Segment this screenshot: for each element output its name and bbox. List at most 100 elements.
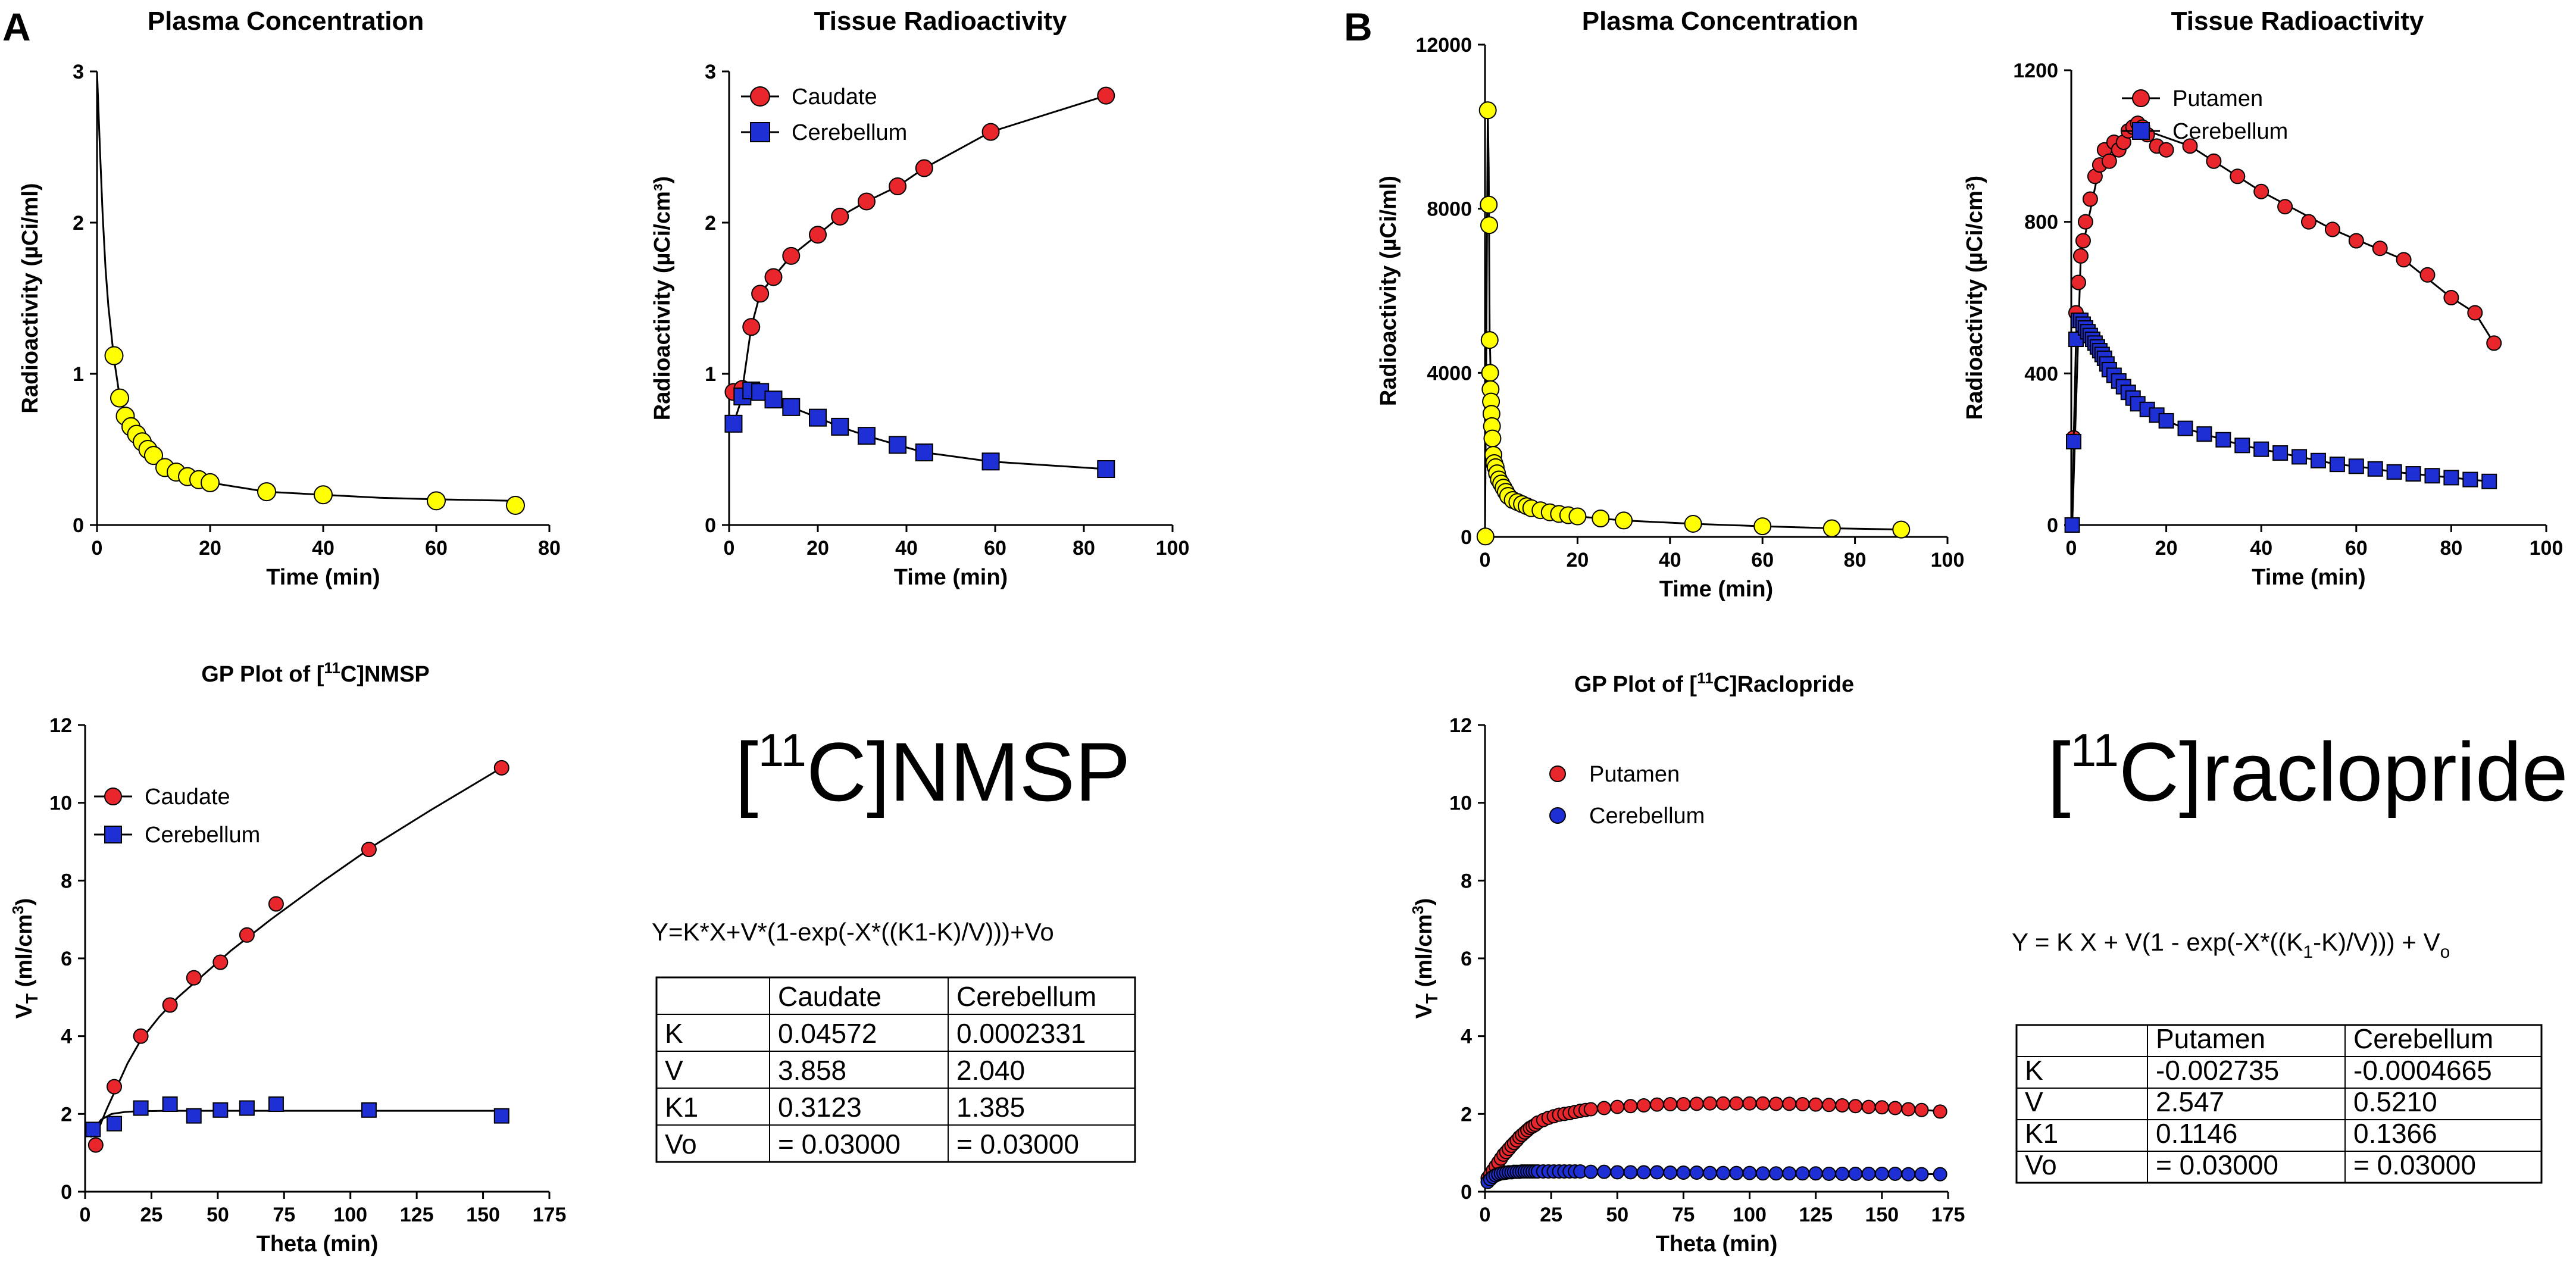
data-point <box>1480 331 1499 349</box>
data-point <box>2065 433 2081 449</box>
y-axis-label: VT (ml/cm3) <box>9 898 41 1019</box>
data-point <box>1649 1097 1664 1112</box>
x-tick-label: 0 <box>1480 549 1491 571</box>
data-point <box>1663 1097 1678 1111</box>
y-tick-label: 12 <box>1449 714 1472 737</box>
series-line <box>89 767 502 1138</box>
data-point <box>1795 1097 1810 1111</box>
data-point <box>1822 519 1841 538</box>
x-tick-label: 100 <box>1733 1204 1767 1226</box>
data-point <box>1483 429 1502 448</box>
x-tick-label: 0 <box>2066 537 2077 560</box>
y-tick-label: 0 <box>2047 514 2058 537</box>
data-point <box>1623 1099 1638 1114</box>
data-point <box>1914 1167 1929 1182</box>
data-point <box>2064 517 2080 533</box>
data-point <box>1597 1101 1612 1115</box>
data-point <box>1676 1165 1691 1180</box>
x-tick-label: 150 <box>1865 1204 1899 1226</box>
legend: Caudate Cerebellum <box>94 785 260 848</box>
data-point <box>2230 168 2246 185</box>
data-point <box>2234 438 2250 454</box>
data-point <box>1755 1166 1770 1181</box>
data-point <box>186 1108 202 1124</box>
data-point <box>314 485 333 505</box>
data-point <box>1901 1102 1916 1117</box>
data-point <box>1597 1164 1612 1179</box>
chart-b-plasma: Plasma Concentration 0 20 40 60 80 100 0 4000 800… <box>1376 7 1964 602</box>
data-point <box>1835 1166 1850 1181</box>
data-point <box>1615 511 1633 530</box>
data-point <box>1097 460 1115 479</box>
series-line <box>2071 319 2490 526</box>
table-cell: -0.002735 <box>2156 1055 2279 1086</box>
table-header-cell: Caudate <box>778 981 881 1012</box>
data-point <box>268 896 284 912</box>
data-point <box>2182 138 2198 154</box>
y-axis-label: Radioactivity (µCi/cm³) <box>650 176 675 420</box>
x-axis-label: Time (min) <box>266 565 380 590</box>
x-tick-label: 40 <box>1659 549 1681 571</box>
x-tick-label: 175 <box>1931 1204 1965 1226</box>
data-point <box>1636 1098 1651 1113</box>
data-point <box>2253 441 2269 457</box>
x-tick-label: 20 <box>1566 549 1589 571</box>
table-border <box>655 976 1136 1163</box>
data-point <box>1755 1096 1770 1111</box>
chart-a-gp: GP Plot of [11C]NMSP 0 25 50 75 100 125 150 175 0… <box>9 659 566 1257</box>
y-tick-label: 2 <box>1461 1103 1472 1126</box>
data-point <box>1848 1099 1863 1114</box>
table-cell: Vo <box>665 1129 697 1160</box>
legend: Putamen Cerebellum <box>1549 762 1705 829</box>
tracer-label-a: [11C]NMSP <box>735 724 1130 818</box>
data-point <box>2196 426 2212 442</box>
data-point <box>212 954 229 970</box>
chart-a-tissue: Tissue Radioactivity 0 20 40 60 80 100 0 1 2 3 Time… <box>650 7 1189 590</box>
data-point <box>212 1102 229 1118</box>
data-point <box>981 123 1000 141</box>
data-point <box>2277 199 2293 215</box>
table-cell: K1 <box>2025 1118 2058 1149</box>
x-axis-label: Time (min) <box>894 565 1008 590</box>
data-point <box>133 1100 149 1116</box>
data-point <box>2301 214 2316 230</box>
table-cell: V <box>2025 1086 2043 1117</box>
data-point <box>1702 1096 1717 1111</box>
y-tick-label: 400 <box>2024 363 2058 385</box>
y-tick-label: 1 <box>705 363 716 386</box>
chart-b-tissue: Tissue Radioactivity 0 20 40 60 80 100 0 400 800 1… <box>1962 7 2563 590</box>
data-point <box>1835 1098 1850 1113</box>
legend-label: Cerebellum <box>145 823 260 848</box>
x-axis-label: Theta (min) <box>1656 1232 1778 1257</box>
data-point <box>1716 1096 1731 1111</box>
data-point <box>1729 1096 1744 1111</box>
data-point <box>1684 514 1702 533</box>
data-point <box>87 1137 104 1153</box>
data-point <box>915 443 933 462</box>
y-tick-label: 8 <box>61 870 72 892</box>
y-tick-label: 4 <box>61 1026 72 1048</box>
data-point <box>1808 1166 1823 1181</box>
y-tick-label: 8 <box>1461 870 1472 892</box>
chart-a-plasma: Plasma Concentration 0 20 40 60 80 0 1 2 3 Time (m… <box>18 7 561 590</box>
y-tick-label: 10 <box>1449 792 1472 815</box>
x-tick-label: 50 <box>207 1204 229 1226</box>
data-point <box>2324 221 2340 238</box>
y-axis-label: Radioactivity (µCi/cm³) <box>1962 176 1987 420</box>
legend-label: Cerebellum <box>1589 804 1705 829</box>
y-tick-label: 3 <box>705 61 716 83</box>
data-point <box>2424 468 2440 484</box>
data-point <box>1914 1102 1929 1117</box>
data-point <box>162 1096 178 1112</box>
y-tick-label: 800 <box>2024 211 2058 234</box>
legend-label: Putamen <box>1589 762 1680 787</box>
data-point <box>1782 1166 1797 1181</box>
data-point <box>361 842 377 858</box>
table-cell: = 0.03000 <box>2353 1149 2476 1180</box>
x-axis-label: Time (min) <box>1659 577 1773 602</box>
data-point <box>2291 449 2308 465</box>
data-point <box>1861 1099 1876 1114</box>
data-point <box>1808 1097 1823 1112</box>
x-axis-label: Time (min) <box>2252 565 2365 590</box>
table-header-cell: Cerebellum <box>2353 1023 2493 1054</box>
